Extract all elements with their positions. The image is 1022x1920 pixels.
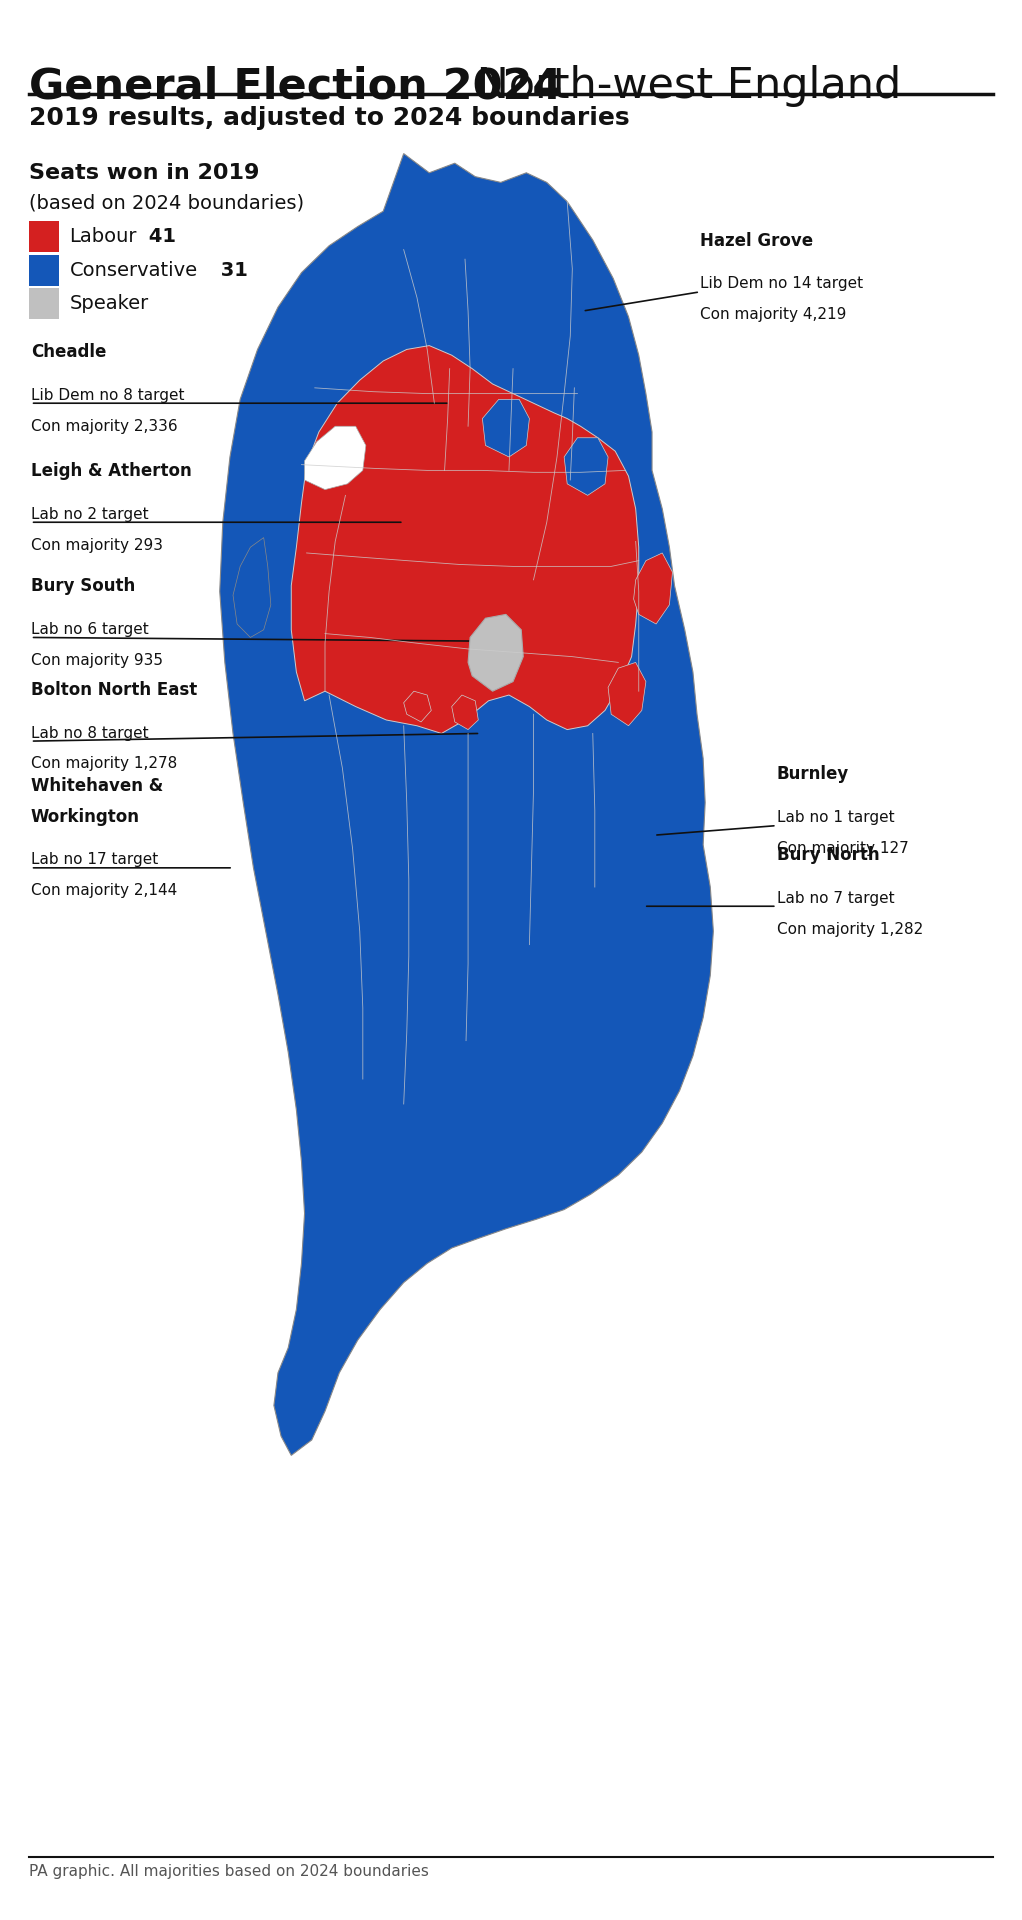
- Text: Con majority 935: Con majority 935: [31, 653, 162, 668]
- Text: Lab no 7 target: Lab no 7 target: [777, 891, 894, 906]
- Text: Con majority 127: Con majority 127: [777, 841, 909, 856]
- Text: Con majority 1,282: Con majority 1,282: [777, 922, 923, 937]
- Text: North-west England: North-west England: [463, 65, 901, 108]
- Bar: [29, 255, 59, 286]
- Polygon shape: [564, 438, 608, 495]
- Text: Con majority 4,219: Con majority 4,219: [700, 307, 846, 323]
- Polygon shape: [634, 553, 672, 624]
- Text: Bolton North East: Bolton North East: [31, 682, 197, 699]
- Text: Bury South: Bury South: [31, 578, 135, 595]
- Polygon shape: [220, 154, 713, 1455]
- Text: 31: 31: [215, 261, 248, 280]
- Text: Leigh & Atherton: Leigh & Atherton: [31, 463, 191, 480]
- Polygon shape: [482, 399, 529, 457]
- Text: Lab no 2 target: Lab no 2 target: [31, 507, 148, 522]
- Text: Whitehaven &: Whitehaven &: [31, 778, 162, 795]
- Text: Hazel Grove: Hazel Grove: [700, 232, 814, 250]
- Text: Speaker: Speaker: [69, 294, 149, 313]
- Text: Lab no 17 target: Lab no 17 target: [31, 852, 158, 868]
- Text: Bury North: Bury North: [777, 847, 879, 864]
- Text: Lab no 8 target: Lab no 8 target: [31, 726, 148, 741]
- Polygon shape: [608, 662, 646, 726]
- Polygon shape: [233, 538, 271, 637]
- Text: Con majority 1,278: Con majority 1,278: [31, 756, 177, 772]
- Text: 2019 results, adjusted to 2024 boundaries: 2019 results, adjusted to 2024 boundarie…: [29, 106, 630, 131]
- Text: Lib Dem no 8 target: Lib Dem no 8 target: [31, 388, 184, 403]
- Text: Lib Dem no 14 target: Lib Dem no 14 target: [700, 276, 864, 292]
- Text: Seats won in 2019: Seats won in 2019: [29, 163, 259, 182]
- Polygon shape: [291, 346, 639, 733]
- Bar: [29, 288, 59, 319]
- Bar: [29, 221, 59, 252]
- Text: Workington: Workington: [31, 808, 140, 826]
- Polygon shape: [468, 614, 523, 691]
- Text: PA graphic. All majorities based on 2024 boundaries: PA graphic. All majorities based on 2024…: [29, 1864, 428, 1880]
- Text: Conservative: Conservative: [69, 261, 197, 280]
- Text: Con majority 2,144: Con majority 2,144: [31, 883, 177, 899]
- Polygon shape: [305, 426, 366, 490]
- Text: Con majority 2,336: Con majority 2,336: [31, 419, 177, 434]
- Text: Lab no 1 target: Lab no 1 target: [777, 810, 894, 826]
- Text: General Election 2024: General Election 2024: [29, 65, 562, 108]
- Polygon shape: [452, 695, 478, 730]
- Text: (based on 2024 boundaries): (based on 2024 boundaries): [29, 194, 304, 213]
- Polygon shape: [404, 691, 431, 722]
- Text: Cheadle: Cheadle: [31, 344, 106, 361]
- Text: Labour: Labour: [69, 227, 137, 246]
- Text: 41: 41: [142, 227, 176, 246]
- Text: Con majority 293: Con majority 293: [31, 538, 162, 553]
- Text: Lab no 6 target: Lab no 6 target: [31, 622, 148, 637]
- Text: Burnley: Burnley: [777, 766, 849, 783]
